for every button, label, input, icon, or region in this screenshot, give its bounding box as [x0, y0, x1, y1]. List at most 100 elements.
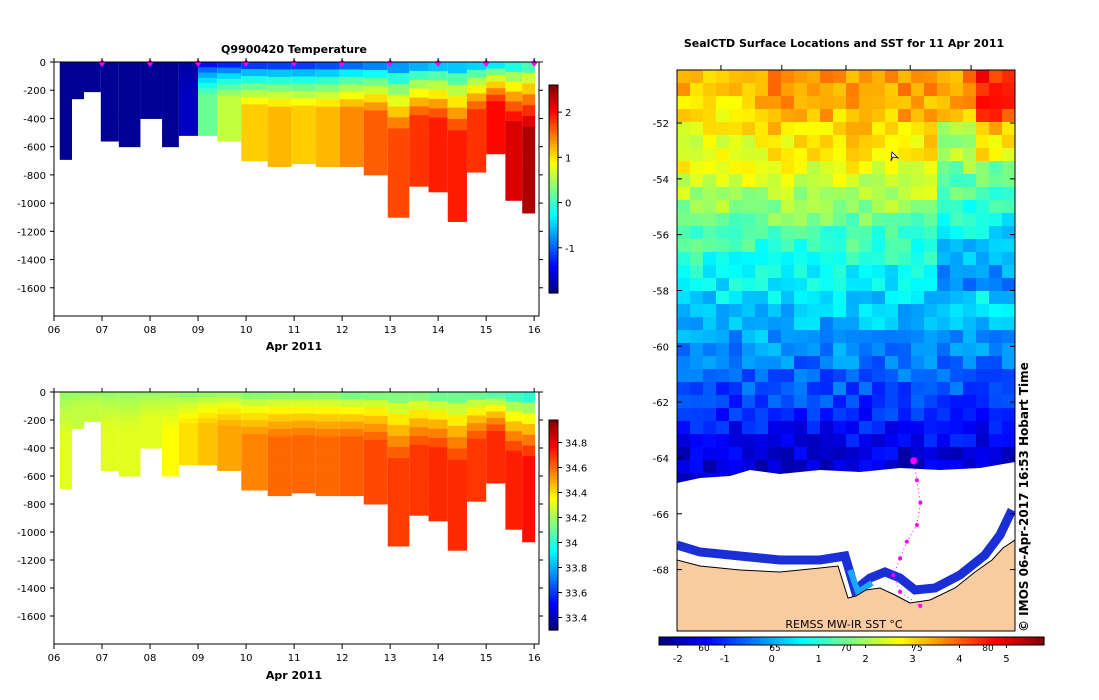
- sst-cell: [742, 200, 756, 214]
- profile-cell: [267, 458, 292, 467]
- sst-cell: [768, 122, 782, 136]
- colorbar-swatch: [803, 637, 809, 645]
- sst-cell: [833, 408, 847, 422]
- sst-cell: [950, 382, 964, 396]
- profile-cell: [59, 467, 73, 476]
- colorbar-swatch: [549, 455, 558, 460]
- sst-cell: [898, 96, 912, 110]
- sst-cell: [716, 252, 730, 266]
- sst-cell: [911, 226, 925, 240]
- profile-cell: [315, 69, 340, 78]
- profile-cell: [178, 428, 199, 435]
- x-tick-label: 10: [240, 653, 253, 664]
- profile-cell: [84, 400, 101, 403]
- colorbar-swatch: [549, 444, 558, 449]
- sst-cell: [976, 252, 990, 266]
- sst-cell: [898, 278, 912, 292]
- sst-cell: [833, 317, 847, 331]
- sst-cell: [677, 317, 691, 331]
- sst-cell: [794, 382, 808, 396]
- profile-cell: [59, 447, 73, 455]
- sst-cell: [781, 174, 795, 188]
- colorbar-swatch: [837, 637, 843, 645]
- colorbar-swatch: [549, 581, 558, 586]
- sst-cell: [911, 434, 925, 448]
- profile-cell: [363, 142, 388, 152]
- colorbar-swatch: [549, 539, 558, 544]
- profile-cell: [72, 415, 85, 419]
- profile-cell: [486, 437, 506, 445]
- sst-cell: [976, 213, 990, 227]
- sst-cell: [885, 122, 899, 136]
- sst-cell: [872, 408, 886, 422]
- sst-cell: [820, 408, 834, 422]
- profile-cell: [387, 172, 410, 185]
- sst-cell: [755, 200, 769, 214]
- sst-cell: [742, 135, 756, 149]
- profile-cell: [162, 98, 179, 105]
- sst-cell: [677, 213, 691, 227]
- colorbar-swatch: [549, 206, 558, 211]
- sst-cell: [716, 304, 730, 318]
- sst-cell: [937, 265, 951, 279]
- profile-cell: [428, 401, 448, 411]
- sst-cell: [911, 356, 925, 370]
- sst-cell: [755, 239, 769, 253]
- profile-cell: [162, 464, 179, 471]
- sst-cell: [820, 278, 834, 292]
- profile-cell: [387, 117, 410, 130]
- profile-cell: [315, 466, 340, 474]
- profile-cell: [118, 410, 141, 417]
- colorbar-swatch: [721, 637, 727, 645]
- colorbar-swatch: [549, 237, 558, 242]
- profile-cell: [100, 448, 119, 455]
- profile-cell: [217, 414, 242, 421]
- sst-cell: [885, 421, 899, 435]
- colorbar-swatch: [549, 189, 558, 194]
- profile-cell: [505, 392, 523, 403]
- sst-cell: [703, 408, 717, 422]
- sst-cell: [833, 278, 847, 292]
- colorbar-swatch: [549, 476, 558, 481]
- sst-cell: [846, 382, 860, 396]
- sst-cell: [859, 356, 873, 370]
- sst-cell: [937, 135, 951, 149]
- profile-cell: [447, 96, 467, 109]
- sst-cell: [690, 330, 704, 344]
- profile-cell: [291, 478, 316, 487]
- profile-cell: [486, 75, 506, 83]
- sst-cell: [937, 239, 951, 253]
- sst-cell: [846, 83, 860, 97]
- sst-cell: [716, 213, 730, 227]
- sst-cell: [807, 408, 821, 422]
- sst-cell: [833, 226, 847, 240]
- profile-cell: [217, 67, 242, 74]
- profile-cell: [428, 126, 448, 137]
- sst-cell: [911, 343, 925, 357]
- profile-cell: [505, 150, 523, 162]
- profile-cell: [447, 527, 467, 540]
- sst-cell: [872, 96, 886, 110]
- profile-cell: [178, 130, 199, 136]
- colorbar-swatch: [549, 171, 558, 176]
- profile-cell: [339, 136, 364, 145]
- sst-cell: [950, 148, 964, 162]
- sst-cell: [924, 317, 938, 331]
- sst-cell: [677, 382, 691, 396]
- sst-cell: [729, 317, 743, 331]
- profile-cell: [198, 397, 218, 403]
- sst-cell: [950, 213, 964, 227]
- colorbar-swatch: [822, 637, 829, 645]
- sst-cell: [742, 304, 756, 318]
- profile-cell: [428, 493, 448, 503]
- sst-cell: [885, 408, 899, 422]
- sst-cell: [885, 213, 899, 227]
- sst-cell: [781, 382, 795, 396]
- sst-cell: [716, 70, 730, 84]
- sst-cell: [989, 369, 1003, 383]
- colorbar-swatch: [549, 157, 558, 162]
- sst-cell: [911, 122, 925, 136]
- sst-cell: [755, 226, 769, 240]
- sst-cell: [703, 252, 717, 266]
- sst-cell: [729, 447, 743, 461]
